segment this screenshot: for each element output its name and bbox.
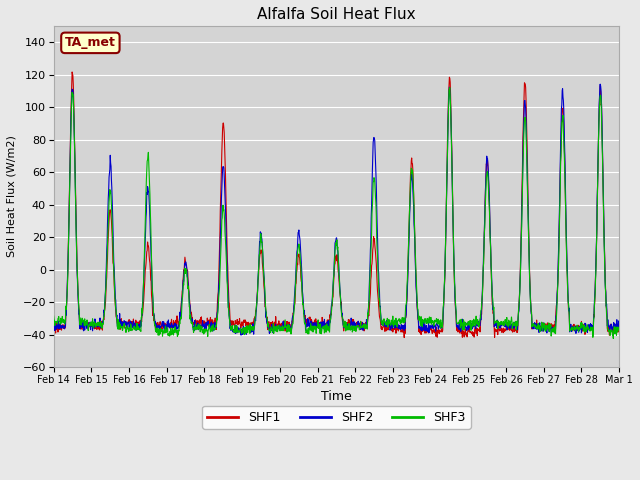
Legend: SHF1, SHF2, SHF3: SHF1, SHF2, SHF3 [202, 406, 470, 429]
Text: TA_met: TA_met [65, 36, 116, 49]
Title: Alfalfa Soil Heat Flux: Alfalfa Soil Heat Flux [257, 7, 416, 22]
Y-axis label: Soil Heat Flux (W/m2): Soil Heat Flux (W/m2) [7, 135, 17, 257]
X-axis label: Time: Time [321, 390, 352, 403]
